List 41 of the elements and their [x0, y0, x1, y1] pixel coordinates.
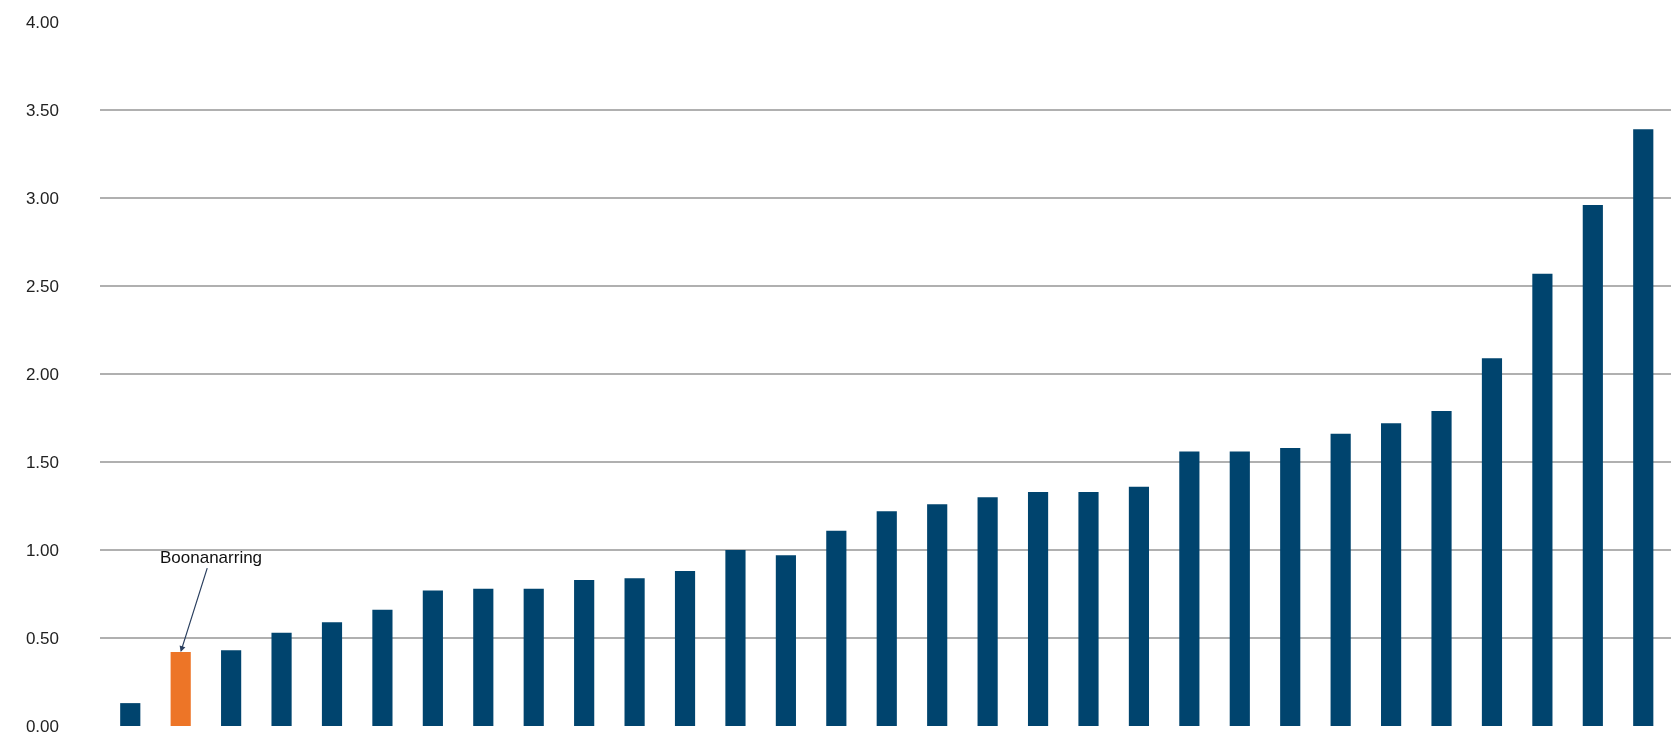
- bar: [221, 650, 242, 726]
- bar: [271, 632, 292, 726]
- bar: [624, 578, 645, 726]
- bar: [1431, 410, 1452, 726]
- bar: [674, 571, 696, 726]
- y-tick-label: 3.50: [25, 100, 59, 120]
- y-tick-label: 1.50: [25, 452, 59, 472]
- bar: [826, 530, 847, 726]
- y-tick-label: 3.00: [25, 188, 59, 208]
- y-tick-label: 2.00: [25, 364, 59, 384]
- bar: [1229, 451, 1250, 726]
- bar: [1027, 491, 1049, 726]
- bar: [1179, 451, 1200, 726]
- bar: [523, 588, 544, 726]
- bar: [1633, 129, 1654, 726]
- bar: [927, 504, 948, 726]
- bar: [574, 579, 595, 726]
- bar: [1330, 433, 1351, 726]
- y-tick-label: 1.00: [25, 540, 59, 560]
- bar: [977, 497, 998, 726]
- bar: [876, 511, 897, 726]
- bar: [1582, 205, 1603, 726]
- bar: [775, 555, 796, 726]
- bar: [120, 703, 141, 726]
- bar: [1280, 447, 1301, 726]
- y-tick-label: 2.50: [25, 276, 59, 296]
- bar: [473, 588, 494, 726]
- y-tick-label: 0.50: [25, 628, 59, 648]
- bar: [1381, 423, 1402, 726]
- bar: [1078, 491, 1099, 726]
- y-tick-label: 4.00: [25, 12, 59, 32]
- bar: [725, 550, 746, 726]
- bar: [372, 609, 393, 726]
- bar: [1532, 273, 1553, 726]
- bar: [422, 590, 443, 726]
- y-tick-label: 0.00: [25, 716, 59, 736]
- bar: [1481, 358, 1503, 726]
- annotation: Boonanarring: [160, 548, 263, 567]
- bar: [170, 652, 191, 726]
- bar: [321, 622, 343, 726]
- bar: [1128, 486, 1150, 726]
